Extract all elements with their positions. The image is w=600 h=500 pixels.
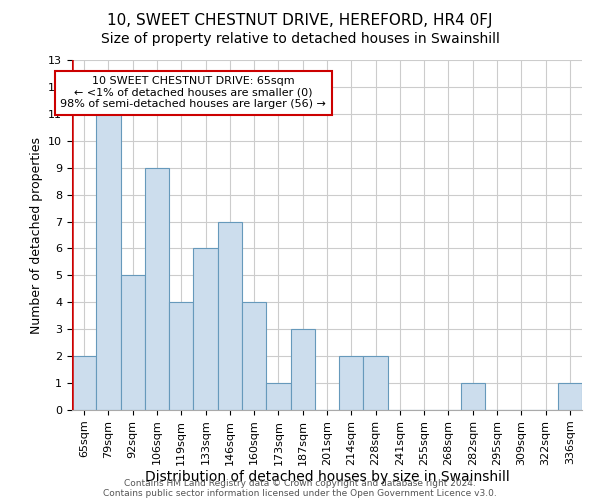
Bar xyxy=(290,329,315,410)
Text: 10, SWEET CHESTNUT DRIVE, HEREFORD, HR4 0FJ: 10, SWEET CHESTNUT DRIVE, HEREFORD, HR4 … xyxy=(107,12,493,28)
Bar xyxy=(169,302,193,410)
Bar xyxy=(558,383,582,410)
Bar xyxy=(193,248,218,410)
Text: Size of property relative to detached houses in Swainshill: Size of property relative to detached ho… xyxy=(101,32,499,46)
Bar xyxy=(339,356,364,410)
Bar xyxy=(145,168,169,410)
Bar xyxy=(266,383,290,410)
Y-axis label: Number of detached properties: Number of detached properties xyxy=(29,136,43,334)
X-axis label: Distribution of detached houses by size in Swainshill: Distribution of detached houses by size … xyxy=(145,470,509,484)
Bar xyxy=(96,114,121,410)
Bar xyxy=(364,356,388,410)
Text: Contains HM Land Registry data © Crown copyright and database right 2024.: Contains HM Land Registry data © Crown c… xyxy=(124,478,476,488)
Bar xyxy=(461,383,485,410)
Bar xyxy=(242,302,266,410)
Bar xyxy=(121,276,145,410)
Text: Contains public sector information licensed under the Open Government Licence v3: Contains public sector information licen… xyxy=(103,488,497,498)
Bar xyxy=(72,356,96,410)
Text: 10 SWEET CHESTNUT DRIVE: 65sqm
← <1% of detached houses are smaller (0)
98% of s: 10 SWEET CHESTNUT DRIVE: 65sqm ← <1% of … xyxy=(61,76,326,110)
Bar xyxy=(218,222,242,410)
